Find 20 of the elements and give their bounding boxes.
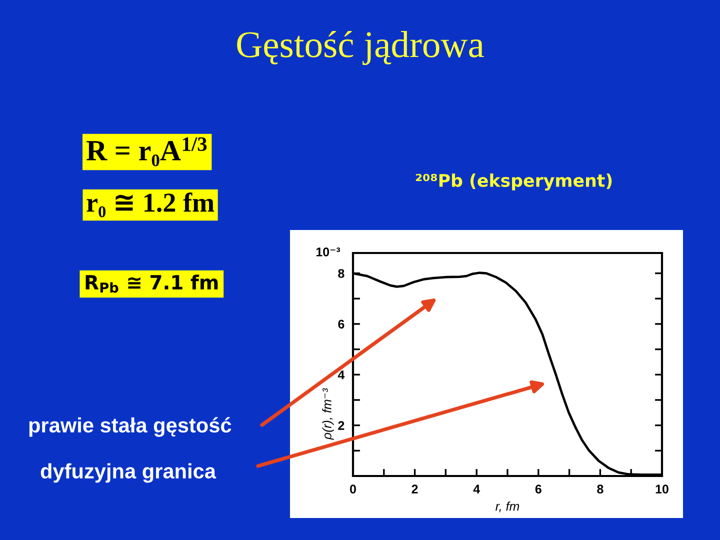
chart-title: Gęstość jądrowa bbox=[237, 30, 484, 66]
y-axis-title: ρ(r), fm⁻³ bbox=[322, 388, 334, 440]
y-tick-label: 4 bbox=[338, 370, 345, 380]
x-tick-label: 6 bbox=[535, 484, 542, 494]
y-tick-label: 8 bbox=[338, 269, 344, 278]
text: R = r₀A$^{1/3}$ bbox=[86, 137, 207, 166]
text: r₀ ≅ 1.2 fm bbox=[86, 192, 214, 218]
text: R$_{Pb}$ ≅ 7.1 fm bbox=[86, 274, 218, 293]
text: dyfuzyjna granica bbox=[40, 463, 216, 483]
x-axis-title: r, fm bbox=[496, 502, 520, 512]
chart-subtitle: ²⁰⁸Pb (eksperyment) bbox=[416, 174, 612, 190]
x-tick-label: 10 bbox=[656, 484, 668, 494]
x-tick-label: 0 bbox=[350, 484, 356, 494]
y-tick-label: 6 bbox=[338, 320, 344, 329]
x-tick-label: 2 bbox=[412, 484, 418, 494]
x-tick-label: 4 bbox=[473, 484, 480, 494]
y-tick-label: 2 bbox=[338, 421, 344, 430]
x-tick-label: 8 bbox=[597, 484, 604, 494]
text: prawie stała gęstość bbox=[29, 417, 232, 437]
text: 10⁻³ bbox=[316, 248, 340, 256]
